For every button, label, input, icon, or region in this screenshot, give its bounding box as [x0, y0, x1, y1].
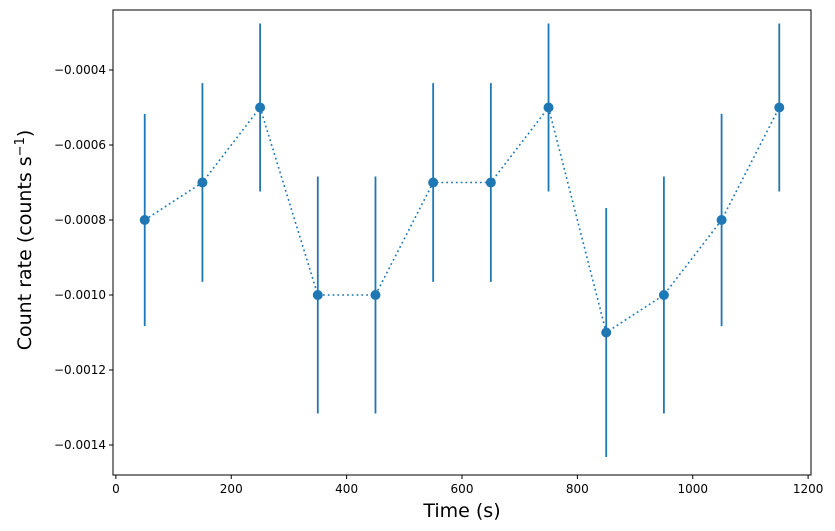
y-tick-label: −0.0012 — [54, 363, 106, 377]
y-axis-label: Count rate (counts s−1) — [13, 130, 36, 351]
x-tick-label: 0 — [112, 482, 120, 496]
data-point — [658, 290, 669, 300]
y-tick-label: −0.0006 — [54, 138, 106, 152]
data-point — [139, 215, 150, 225]
x-axis-label: Time (s) — [422, 500, 500, 522]
y-tick-label: −0.0004 — [54, 63, 106, 77]
data-point — [312, 290, 323, 300]
y-ticks: −0.0014 −0.0012 −0.0010 −0.0008 −0.0006 −0.00… — [54, 63, 113, 452]
y-axis-label-sup: −1 — [13, 137, 28, 156]
plot-area-frame — [112, 9, 812, 476]
data-point — [716, 215, 727, 225]
y-axis-label-main: Count rate (counts s — [14, 156, 36, 350]
data-point — [543, 102, 554, 113]
data-point — [601, 327, 612, 338]
y-tick-label: −0.0010 — [54, 288, 106, 302]
y-tick-label: −0.0014 — [54, 438, 106, 452]
series-layer — [139, 23, 785, 457]
axes-frame — [112, 9, 812, 476]
y-axis-label-close: ) — [14, 130, 36, 137]
data-point — [370, 290, 381, 300]
series-line — [144, 105, 780, 334]
data-point — [774, 102, 785, 113]
x-tick-label: 1000 — [677, 482, 708, 496]
x-ticks: 0 200 400 600 800 1000 1200 — [112, 475, 823, 496]
x-tick-label: 400 — [335, 482, 358, 496]
data-point — [255, 102, 266, 113]
data-point — [197, 177, 208, 188]
x-tick-label: 600 — [451, 482, 474, 496]
x-tick-label: 1200 — [793, 482, 824, 496]
data-point — [485, 177, 496, 188]
x-tick-label: 800 — [566, 482, 589, 496]
y-tick-label: −0.0008 — [54, 213, 106, 227]
x-tick-label: 200 — [220, 482, 243, 496]
data-point — [428, 177, 439, 188]
